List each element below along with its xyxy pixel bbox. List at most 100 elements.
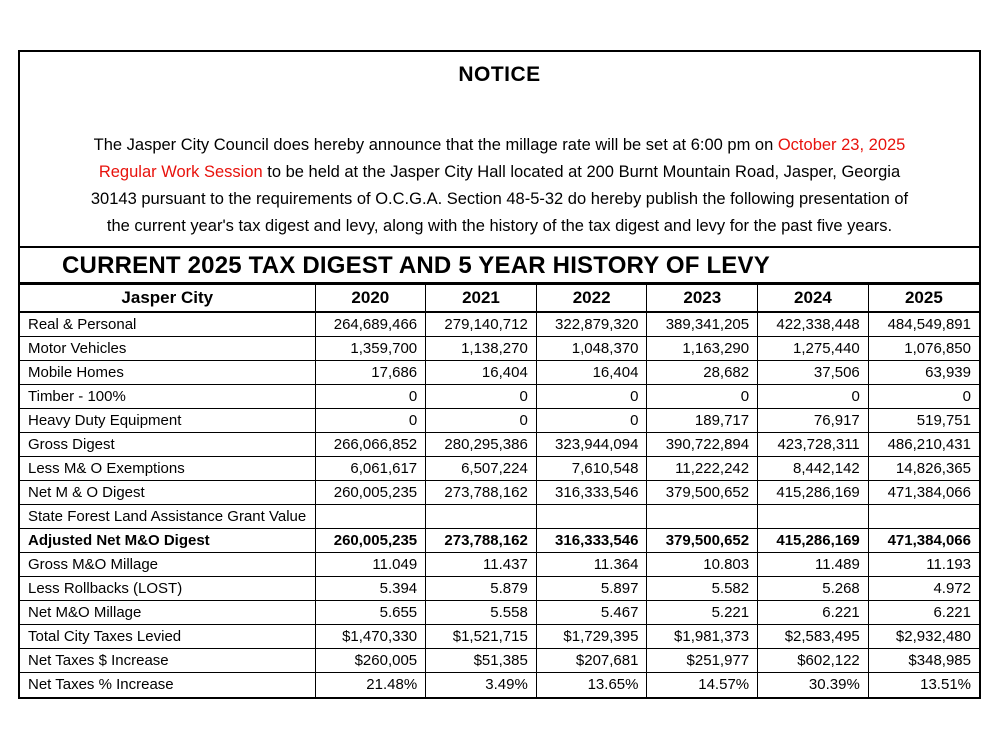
table-row: Real & Personal 264,689,466 279,140,712 322… <box>20 311 979 337</box>
row-label: Net M&O Millage <box>20 600 316 625</box>
meeting-date-highlight: Regular Work Session <box>98 163 263 181</box>
value-cell: $602,122 <box>757 648 869 673</box>
value-cell: $260,005 <box>314 648 427 673</box>
column-header-year: 2024 <box>757 283 869 313</box>
paragraph-line: the current year's tax digest and levy, … <box>34 213 965 240</box>
row-label: Net Taxes $ Increase <box>20 648 316 673</box>
table-row: Net Taxes $ Increase $260,005 $51,385 $207,… <box>20 648 979 673</box>
value-cell: 189,717 <box>646 408 759 433</box>
table-row: Heavy Duty Equipment 0 0 0 189,717 76,917 519,… <box>20 408 979 433</box>
table-row: Total City Taxes Levied $1,470,330 $1,521,… <box>20 624 979 649</box>
value-cell: $1,470,330 <box>314 624 427 649</box>
value-cell: 14.57% <box>646 672 759 697</box>
value-cell: 11.364 <box>535 552 648 577</box>
value-cell <box>757 504 869 529</box>
value-cell: 11.437 <box>425 552 537 577</box>
value-cell: 279,140,712 <box>425 311 537 337</box>
value-cell: 389,341,205 <box>646 311 759 337</box>
row-label: Total City Taxes Levied <box>20 624 316 649</box>
value-cell: 0 <box>535 408 648 433</box>
value-cell: 0 <box>314 384 427 409</box>
value-cell: 76,917 <box>757 408 869 433</box>
table-row: Less Rollbacks (LOST) 5.394 5.879 5.897 5.58… <box>20 576 979 601</box>
value-cell: 1,076,850 <box>867 336 979 361</box>
value-cell: 471,384,066 <box>867 528 979 553</box>
value-cell: $251,977 <box>646 648 759 673</box>
paragraph-line: Regular Work Session to be held at the J… <box>34 159 965 186</box>
value-cell <box>314 504 427 529</box>
value-cell: 1,138,270 <box>425 336 537 361</box>
value-cell: 6,061,617 <box>314 456 427 481</box>
value-cell: 5.394 <box>314 576 427 601</box>
value-cell: 7,610,548 <box>535 456 648 481</box>
table-row: Gross Digest 266,066,852 280,295,386 323,94… <box>20 432 979 457</box>
column-header-year: 2022 <box>535 283 648 313</box>
paragraph-line: The Jasper City Council does hereby anno… <box>34 132 965 159</box>
notice-paragraph: The Jasper City Council does hereby anno… <box>34 132 965 240</box>
value-cell: 5.897 <box>535 576 648 601</box>
tax-digest-table: Jasper City 2020 2021 2022 2023 2024 2025 Real… <box>20 282 979 697</box>
paragraph-text: to be held at the Jasper City Hall locat… <box>262 163 901 181</box>
value-cell: 316,333,546 <box>535 528 648 553</box>
value-cell: 17,686 <box>314 360 427 385</box>
value-cell: 8,442,142 <box>757 456 869 481</box>
value-cell: 264,689,466 <box>314 311 427 337</box>
row-label: Timber - 100% <box>20 384 316 409</box>
value-cell: 422,338,448 <box>757 311 869 337</box>
value-cell: 0 <box>646 384 759 409</box>
value-cell: 423,728,311 <box>757 432 869 457</box>
value-cell: 5.467 <box>535 600 648 625</box>
paragraph-text: 30143 pursuant to the requirements of O.… <box>90 190 909 208</box>
value-cell: $2,932,480 <box>867 624 979 649</box>
value-cell <box>535 504 648 529</box>
value-cell: 486,210,431 <box>867 432 979 457</box>
value-cell: 3.49% <box>425 672 537 697</box>
table-row: Adjusted Net M&O Digest 260,005,235 273,78… <box>20 528 979 553</box>
value-cell: 16,404 <box>425 360 537 385</box>
value-cell: 4.972 <box>867 576 979 601</box>
value-cell: 63,939 <box>867 360 979 385</box>
value-cell: $207,681 <box>535 648 648 673</box>
row-label: Real & Personal <box>20 311 316 337</box>
notice-heading: NOTICE <box>458 63 541 86</box>
column-header-year: 2025 <box>867 283 979 313</box>
value-cell: 519,751 <box>867 408 979 433</box>
value-cell: 260,005,235 <box>314 528 427 553</box>
value-cell: 14,826,365 <box>867 456 979 481</box>
table-row: Less M& O Exemptions 6,061,617 6,507,224 7,… <box>20 456 979 481</box>
value-cell: 5.582 <box>646 576 759 601</box>
value-cell: 273,788,162 <box>425 480 537 505</box>
value-cell <box>646 504 759 529</box>
column-header-year: 2020 <box>314 283 427 313</box>
value-cell: 0 <box>425 408 537 433</box>
row-label: Mobile Homes <box>20 360 316 385</box>
value-cell: 390,722,894 <box>646 432 759 457</box>
table-body: Real & Personal 264,689,466 279,140,712 322… <box>20 311 979 697</box>
value-cell: 379,500,652 <box>646 528 759 553</box>
value-cell: 37,506 <box>757 360 869 385</box>
value-cell: $2,583,495 <box>757 624 869 649</box>
table-row: Motor Vehicles 1,359,700 1,138,270 1,048,37… <box>20 336 979 361</box>
column-header-year: 2021 <box>425 283 537 313</box>
meeting-date-highlight: October 23, 2025 <box>777 136 906 154</box>
digest-title: CURRENT 2025 TAX DIGEST AND 5 YEAR HISTO… <box>20 246 979 282</box>
value-cell <box>867 504 979 529</box>
value-cell: 6.221 <box>867 600 979 625</box>
value-cell <box>425 504 537 529</box>
value-cell: 11.489 <box>757 552 869 577</box>
table-row: Net M&O Millage 5.655 5.558 5.467 5.221 6.221… <box>20 600 979 625</box>
value-cell: 6.221 <box>757 600 869 625</box>
row-label: Gross Digest <box>20 432 316 457</box>
value-cell: 11,222,242 <box>646 456 759 481</box>
table-row: Mobile Homes 17,686 16,404 16,404 28,682 37,5… <box>20 360 979 385</box>
table-row: Timber - 100% 0 0 0 0 0 0 <box>20 384 979 409</box>
value-cell: $51,385 <box>425 648 537 673</box>
row-label: Less Rollbacks (LOST) <box>20 576 316 601</box>
row-label: Adjusted Net M&O Digest <box>20 528 316 553</box>
table-header-row: Jasper City 2020 2021 2022 2023 2024 2025 <box>20 283 979 313</box>
value-cell: 5.268 <box>757 576 869 601</box>
column-header-jasper-city: Jasper City <box>20 283 316 313</box>
value-cell: 0 <box>314 408 427 433</box>
paragraph-line: 30143 pursuant to the requirements of O.… <box>34 186 965 213</box>
notice-document-box: NOTICE The Jasper City Council does here… <box>18 50 981 699</box>
